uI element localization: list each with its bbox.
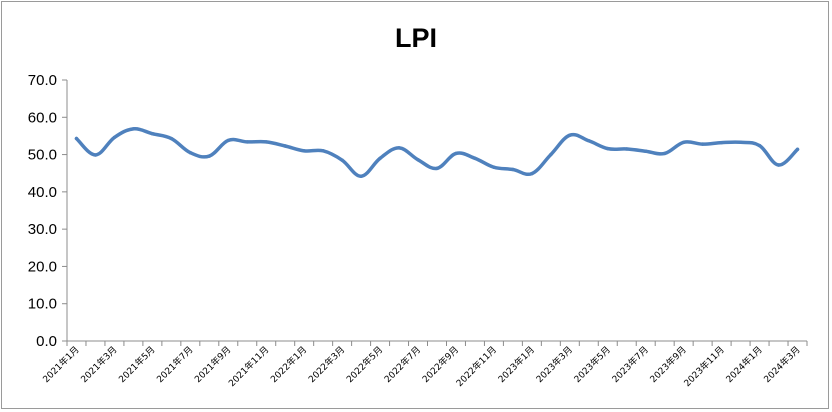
x-tick-label: 2023年7月 (609, 344, 650, 385)
data-point (454, 151, 458, 156)
data-point (681, 140, 686, 144)
x-axis-ticks: 2021年1月2021年3月2021年5月2021年7月2021年9月2021年… (40, 341, 808, 390)
x-tick-label: 2023年1月 (496, 344, 537, 385)
x-tick-label: 2023年11月 (681, 344, 727, 390)
data-point (340, 158, 344, 162)
data-point (549, 152, 553, 157)
x-tick-label: 2024年3月 (761, 344, 802, 385)
data-point (378, 156, 382, 160)
data-point (397, 146, 401, 150)
data-point (321, 149, 325, 153)
x-tick-label: 2022年5月 (344, 344, 385, 385)
series-layer (74, 127, 800, 178)
data-point (795, 147, 800, 152)
data-point (112, 135, 117, 140)
data-point (492, 165, 496, 169)
data-point (738, 140, 743, 144)
data-point (625, 147, 629, 151)
data-point (719, 140, 724, 145)
data-point (188, 151, 193, 155)
chart-title: LPI (395, 23, 437, 53)
data-point (511, 167, 515, 172)
y-tick-label: 10.0 (28, 296, 57, 313)
data-point (776, 163, 781, 167)
x-tick-label: 2022年11月 (454, 344, 500, 390)
x-tick-label: 2021年3月 (78, 344, 119, 385)
data-point (587, 139, 591, 143)
y-tick-label: 40.0 (28, 184, 57, 201)
data-point (416, 158, 420, 162)
x-tick-label: 2022年1月 (268, 344, 309, 385)
x-tick-label: 2021年11月 (226, 344, 272, 390)
x-tick-label: 2022年3月 (306, 344, 347, 385)
data-point (644, 149, 648, 153)
y-axis-ticks: 0.0 10.0 20.0 30.0 40.0 50.0 60.0 70.0 (28, 72, 67, 350)
data-point (757, 143, 762, 148)
x-tick-label: 2021年7月 (154, 344, 195, 385)
data-point (302, 149, 306, 153)
data-point (245, 140, 249, 144)
x-tick-label: 2023年5月 (571, 344, 612, 385)
data-point (662, 151, 667, 156)
data-point (150, 131, 155, 136)
data-point (359, 174, 363, 178)
data-point (131, 127, 136, 131)
x-tick-label: 2023年3月 (533, 344, 574, 385)
x-tick-label: 2023年9月 (647, 344, 688, 385)
y-tick-label: 70.0 (28, 72, 57, 89)
data-point (568, 133, 572, 137)
x-tick-label: 2021年5月 (116, 344, 157, 385)
chart-axes (66, 80, 807, 342)
data-point (226, 138, 230, 143)
data-point (473, 156, 477, 160)
y-tick-label: 50.0 (28, 147, 57, 164)
data-point (93, 153, 98, 157)
y-tick-label: 0.0 (36, 333, 57, 350)
x-tick-label: 2022年7月 (382, 344, 423, 385)
data-point (606, 146, 610, 151)
y-tick-label: 20.0 (28, 258, 57, 275)
y-tick-label: 30.0 (28, 221, 57, 238)
data-point (169, 136, 174, 141)
y-tick-label: 60.0 (28, 109, 57, 126)
data-point (435, 166, 439, 171)
x-tick-label: 2022年9月 (420, 344, 461, 385)
x-tick-label: 2024年1月 (723, 344, 764, 385)
data-point (264, 140, 268, 144)
data-point (207, 154, 212, 158)
x-tick-label: 2021年9月 (192, 344, 233, 385)
data-point (700, 142, 705, 146)
data-point (530, 171, 534, 176)
data-point (283, 144, 287, 148)
data-point (74, 136, 79, 141)
